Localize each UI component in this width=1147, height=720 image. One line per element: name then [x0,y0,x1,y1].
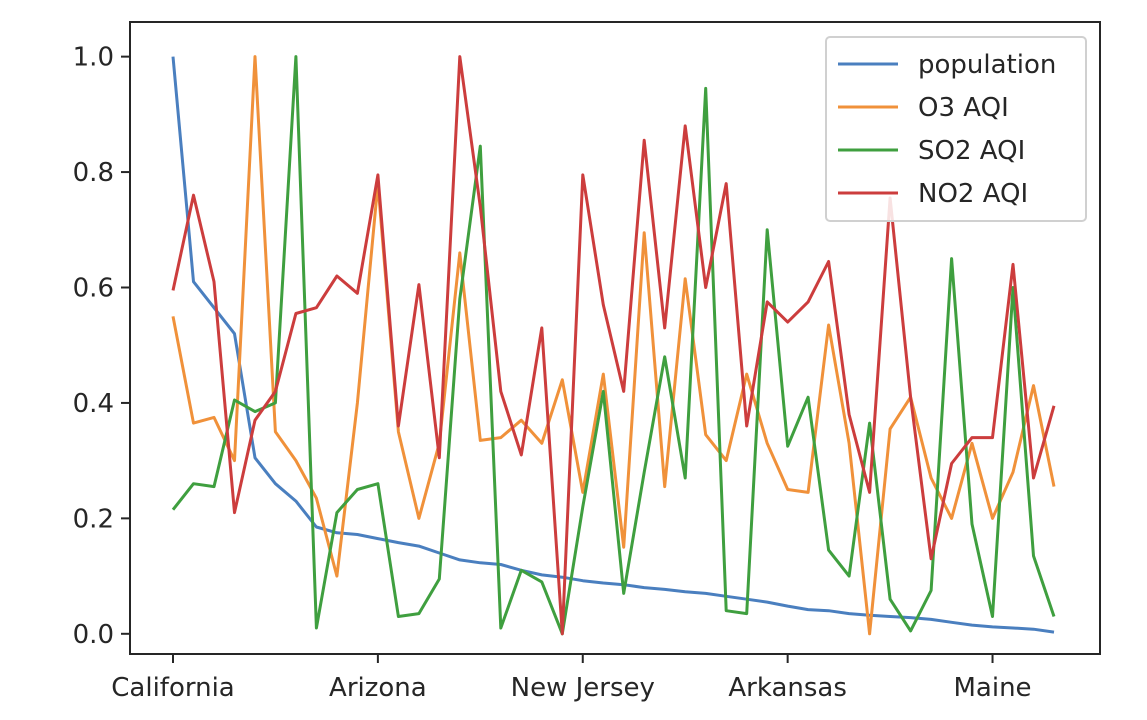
y-tick-label: 0.0 [73,620,114,650]
plot-border [129,21,1101,655]
legend-box [825,36,1087,222]
x-tick-label: New Jersey [511,673,655,703]
legend: population O3 AQI SO2 AQI NO2 AQI [825,36,1087,222]
y-tick-label: 0.2 [73,504,114,534]
legend-label: O3 AQI [918,93,1009,123]
y-tick-label: 0.4 [73,389,114,419]
legend-label: SO2 AQI [918,136,1025,166]
y-tick-label: 0.8 [73,158,114,188]
x-tick-label: California [111,673,234,703]
legend-label: population [918,50,1056,80]
series-lines [171,55,1056,636]
x-tick-label: Maine [953,673,1031,703]
series-line-so2-aqi [171,55,1056,636]
y-tick-label: 1.0 [73,43,114,73]
legend-label: NO2 AQI [918,179,1028,209]
series-line-population [171,56,1055,634]
x-axis: California Arizona New Jersey Arkansas Maine [111,654,1032,703]
plot-frame [129,21,1101,655]
series-line-no2-aqi [171,55,1056,636]
x-tick-label: Arizona [329,673,427,703]
x-tick-label: Arkansas [728,673,847,703]
y-axis: 0.0 0.2 0.4 0.6 0.8 1.0 [73,43,130,650]
series-line-o3-aqi [171,55,1056,636]
y-tick-label: 0.6 [73,273,114,303]
